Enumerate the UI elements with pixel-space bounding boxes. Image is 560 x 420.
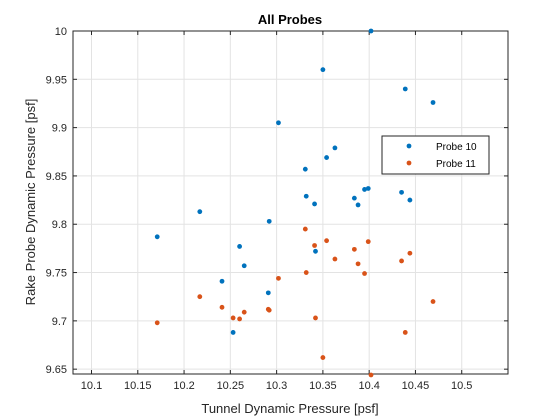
data-point-probe-10 [362, 187, 367, 192]
data-point-probe-10 [324, 155, 329, 160]
legend-box [381, 135, 490, 175]
data-point-probe-11 [312, 243, 317, 248]
data-point-probe-11 [313, 315, 318, 321]
legend-item-probe-10: Probe 10 [406, 142, 477, 153]
x-tick-label: 10.1 [81, 380, 102, 392]
data-point-probe-11 [362, 271, 367, 276]
y-axis-label: Rake Probe Dynamic Pressure [psf] [23, 99, 38, 306]
x-tick-label: 10.5 [451, 380, 472, 392]
data-point-probe-10 [312, 201, 317, 207]
data-point-probe-10 [302, 166, 308, 172]
x-tick-label: 10.3 [266, 380, 287, 392]
data-point-probe-11 [407, 250, 413, 256]
legend-label-probe-10: Probe 10 [436, 142, 477, 153]
y-tick-label: 10 [55, 26, 67, 38]
data-point-probe-10 [241, 263, 247, 269]
data-point-probe-10 [219, 278, 225, 284]
data-point-probe-10 [265, 290, 271, 296]
data-point-probe-10 [303, 193, 309, 199]
data-point-probe-11 [320, 355, 326, 360]
data-point-probe-11 [332, 256, 338, 262]
x-tick-label: 10.45 [402, 380, 430, 392]
data-point-probe-11 [197, 294, 203, 300]
data-point-probe-10 [368, 28, 374, 34]
data-point-probe-11 [430, 299, 436, 304]
data-point-probe-11 [241, 309, 247, 315]
data-point-probe-11 [324, 238, 329, 244]
data-point-probe-10 [407, 197, 413, 203]
data-point-probe-10 [399, 189, 404, 195]
data-point-probe-11 [276, 275, 281, 281]
data-point-probe-11 [154, 320, 160, 326]
data-point-probe-10 [332, 145, 338, 151]
data-point-probe-10 [154, 234, 160, 240]
grid-lines [73, 30, 508, 374]
data-point-probe-11 [355, 261, 361, 267]
data-point-probe-10 [266, 218, 272, 224]
legend: Probe 10 Probe 11 [381, 135, 490, 175]
data-point-probe-11 [351, 246, 357, 252]
x-tick-label: 10.25 [217, 380, 245, 392]
x-tick-label: 10.35 [309, 380, 337, 392]
data-point-probe-11 [266, 307, 272, 313]
y-tick-label: 9.7 [52, 316, 67, 328]
data-point-probe-10 [365, 186, 371, 191]
data-point-probe-11 [219, 304, 225, 310]
x-axis-label: Tunnel Dynamic Pressure [psf] [201, 401, 378, 416]
data-point-probe-11 [365, 239, 371, 245]
chart-title: All Probes [258, 12, 322, 27]
data-point-probe-10 [430, 100, 436, 105]
y-tick-label: 9.65 [46, 364, 67, 376]
data-point-probe-10 [237, 244, 242, 249]
x-tick-label: 10.15 [124, 380, 152, 392]
data-point-probe-11 [302, 226, 308, 232]
axis-ticks: 10.1 10.15 10.2 10.25 10.3 10.35 10.4 10.45 10.5… [46, 26, 508, 392]
legend-marker-probe-10 [406, 143, 412, 149]
legend-label-probe-11: Probe 11 [436, 159, 476, 170]
x-tick-label: 10.4 [358, 380, 379, 392]
data-point-probe-11 [237, 316, 242, 322]
data-point-probe-11 [402, 330, 408, 335]
data-point-probe-11 [230, 315, 236, 321]
data-point-probe-10 [230, 330, 236, 335]
data-point-probe-11 [399, 258, 404, 264]
data-point-probe-10 [402, 86, 408, 92]
plot-area-frame [72, 30, 509, 375]
legend-item-probe-11: Probe 11 [406, 159, 476, 170]
data-point-probe-10 [276, 120, 281, 126]
x-tick-label: 10.2 [173, 380, 194, 392]
y-tick-label: 9.9 [52, 123, 67, 135]
data-point-probe-10 [313, 248, 318, 254]
data-point-probe-11 [368, 372, 374, 378]
data-point-probe-10 [197, 209, 203, 215]
data-points [154, 28, 436, 378]
data-point-probe-10 [351, 195, 357, 201]
data-point-probe-10 [355, 202, 361, 208]
data-point-probe-11 [303, 270, 309, 275]
y-tick-label: 9.8 [52, 219, 67, 231]
y-tick-label: 9.75 [46, 268, 67, 280]
legend-marker-probe-11 [406, 160, 412, 166]
y-tick-label: 9.95 [46, 74, 67, 86]
data-point-probe-10 [320, 67, 326, 73]
y-tick-label: 9.85 [46, 171, 67, 183]
